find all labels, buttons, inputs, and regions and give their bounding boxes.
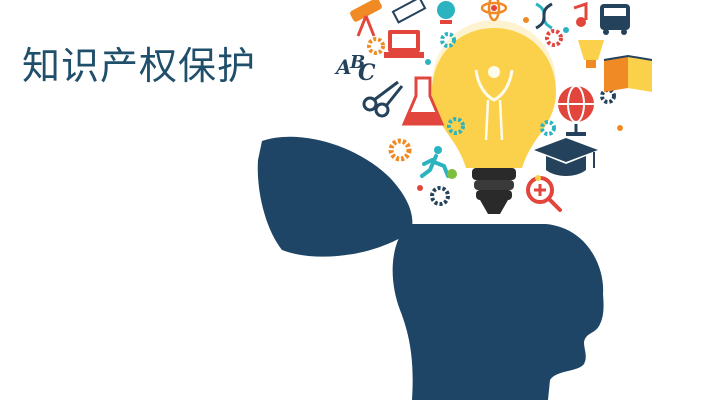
flask-icon [401,76,445,126]
dna-icon [535,2,553,30]
ruler-icon [391,0,427,24]
page-title: 知识产权保护 [22,44,257,88]
letter-c: C [358,60,376,86]
book-icon [603,54,653,92]
abc-letters: A B C [334,52,376,86]
running-person-icon [420,146,457,179]
bus-icon [600,4,630,35]
magnifier-icon [526,176,562,212]
scissors-icon [362,80,404,118]
open-head-icon [257,136,604,400]
computer-icon [384,30,424,58]
graduation-cap-icon [534,138,598,176]
decorative-dots [417,17,623,191]
light-bulb-icon [432,20,556,214]
trophy-icon [578,40,604,68]
letter-b: B [349,52,365,73]
telescope-icon [350,0,382,37]
atom-icon [480,0,508,22]
globe-icon [437,1,455,24]
gear-icon [367,29,616,206]
music-note-icon [573,1,588,27]
world-globe-icon [558,85,594,136]
letter-a: A [334,55,352,79]
